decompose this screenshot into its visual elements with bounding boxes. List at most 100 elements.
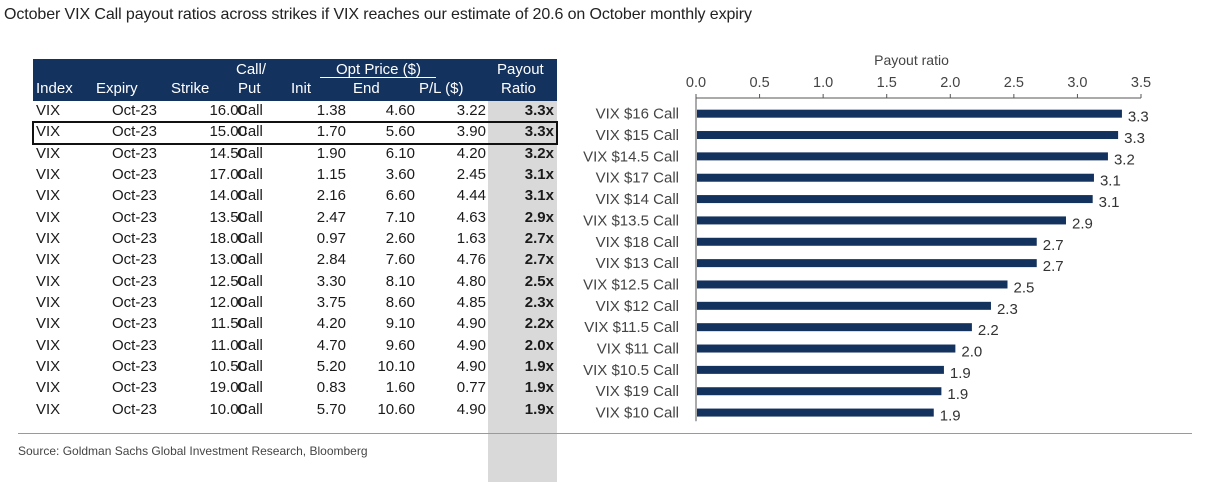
header-payout-bottom: Ratio (501, 80, 537, 97)
data-label: 2.5 (1014, 279, 1035, 296)
category-label: VIX $10.5 Call (583, 362, 679, 379)
cell-payout: 3.1x (524, 166, 554, 184)
category-label: VIX $11.5 Call (584, 319, 679, 336)
x-tick-label: 1.0 (813, 75, 833, 91)
cell-expiry: Oct-23 (112, 123, 158, 141)
cell-init: 1.90 (316, 144, 346, 162)
header-payout-top: Payout (497, 61, 544, 78)
cell-payout: 2.2x (524, 315, 554, 333)
bar (697, 237, 1037, 246)
cell-type: Call (237, 358, 263, 376)
table-header: Index Expiry Strike Call/ Put Opt Price … (33, 59, 557, 101)
cell-expiry: Oct-23 (112, 166, 158, 184)
cell-index: VIX (36, 208, 61, 226)
data-label: 2.2 (978, 322, 999, 339)
cell-strike: 12.50 (209, 272, 247, 290)
cell-index: VIX (36, 230, 61, 248)
cell-index: VIX (36, 251, 61, 269)
cell-strike: 19.00 (209, 379, 247, 397)
cell-type: Call (237, 379, 263, 397)
bar (697, 173, 1094, 182)
table-body: VIX Oct-23 16.00 Call 1.38 4.60 3.22 3.3x VIX Oct… (32, 101, 558, 421)
cell-pl: 4.90 (456, 315, 486, 333)
cell-init: 5.70 (316, 400, 346, 418)
header-strike: Strike (171, 80, 210, 97)
data-label: 1.9 (950, 365, 971, 382)
category-label: VIX $14.5 Call (583, 148, 679, 165)
x-tick-label: 3.5 (1131, 75, 1151, 91)
payout-table: Index Expiry Strike Call/ Put Opt Price … (32, 59, 558, 482)
table-row: VIX Oct-23 14.50 Call 1.90 6.10 4.20 3.2x (33, 144, 557, 165)
cell-payout: 2.7x (524, 251, 554, 269)
cell-payout: 1.9x (524, 379, 554, 397)
cell-pl: 4.80 (456, 272, 486, 290)
cell-end: 5.60 (385, 123, 415, 141)
category-label: VIX $16 Call (596, 106, 679, 123)
cell-init: 2.84 (316, 251, 346, 269)
cell-end: 2.60 (385, 230, 415, 248)
cell-payout: 2.7x (524, 230, 554, 248)
axis-title: Payout ratio (874, 52, 949, 68)
category-label: VIX $10 Call (596, 405, 679, 422)
cell-type: Call (237, 230, 263, 248)
header-end: End (353, 80, 380, 97)
table-row: VIX Oct-23 18.00 Call 0.97 2.60 1.63 2.7x (33, 229, 557, 250)
category-label: VIX $12.5 Call (583, 276, 679, 293)
cell-type: Call (237, 144, 263, 162)
cell-strike: 16.00 (209, 102, 247, 119)
data-label: 2.0 (961, 344, 982, 361)
cell-pl: 4.44 (456, 187, 486, 205)
table-row: VIX Oct-23 10.50 Call 5.20 10.10 4.90 1.9x (33, 357, 557, 378)
cell-strike: 10.00 (209, 400, 247, 418)
data-label: 1.9 (940, 408, 961, 425)
cell-type: Call (237, 102, 263, 119)
cell-payout: 1.9x (524, 358, 554, 376)
category-label: VIX $13.5 Call (583, 212, 679, 229)
cell-pl: 1.63 (456, 230, 486, 248)
cell-end: 7.60 (385, 251, 415, 269)
cell-end: 9.10 (385, 315, 415, 333)
table-row: VIX Oct-23 19.00 Call 0.83 1.60 0.77 1.9x (33, 378, 557, 399)
header-opt-price-underline (320, 77, 436, 78)
cell-end: 10.60 (377, 400, 415, 418)
cell-init: 0.83 (316, 379, 346, 397)
cell-payout: 1.9x (524, 400, 554, 418)
category-label: VIX $13 Call (596, 255, 679, 272)
category-label: VIX $14 Call (596, 191, 679, 208)
cell-strike: 14.50 (209, 144, 247, 162)
cell-end: 8.10 (385, 272, 415, 290)
bar (697, 387, 942, 396)
bar (697, 131, 1119, 140)
cell-payout: 2.3x (524, 294, 554, 312)
cell-expiry: Oct-23 (112, 272, 158, 290)
table-row: VIX Oct-23 12.00 Call 3.75 8.60 4.85 2.3x (33, 293, 557, 314)
data-label: 2.9 (1072, 215, 1093, 232)
cell-expiry: Oct-23 (112, 251, 158, 269)
cell-strike: 13.50 (209, 208, 247, 226)
source-note: Source: Goldman Sachs Global Investment … (18, 444, 368, 458)
cell-expiry: Oct-23 (112, 336, 158, 354)
cell-end: 4.60 (385, 102, 415, 119)
cell-expiry: Oct-23 (112, 315, 158, 333)
cell-payout: 2.0x (524, 336, 554, 354)
cell-index: VIX (36, 294, 61, 312)
table-row: VIX Oct-23 13.50 Call 2.47 7.10 4.63 2.9x (33, 208, 557, 229)
cell-type: Call (237, 336, 263, 354)
data-label: 2.3 (997, 301, 1018, 318)
cell-end: 3.60 (385, 166, 415, 184)
cell-strike: 17.00 (209, 166, 247, 184)
cell-end: 6.60 (385, 187, 415, 205)
data-label: 3.3 (1128, 109, 1149, 126)
cell-payout: 2.5x (524, 272, 554, 290)
cell-strike: 13.00 (209, 251, 247, 269)
cell-expiry: Oct-23 (112, 208, 158, 226)
header-callput-bottom: Put (238, 80, 261, 97)
cell-init: 1.38 (316, 102, 346, 119)
data-label: 2.7 (1043, 237, 1064, 254)
cell-end: 9.60 (385, 336, 415, 354)
x-tick-label: 0.0 (686, 75, 706, 91)
bar (697, 344, 956, 353)
cell-index: VIX (36, 358, 61, 376)
cell-strike: 11.00 (210, 336, 247, 354)
x-tick-label: 1.5 (877, 75, 897, 91)
